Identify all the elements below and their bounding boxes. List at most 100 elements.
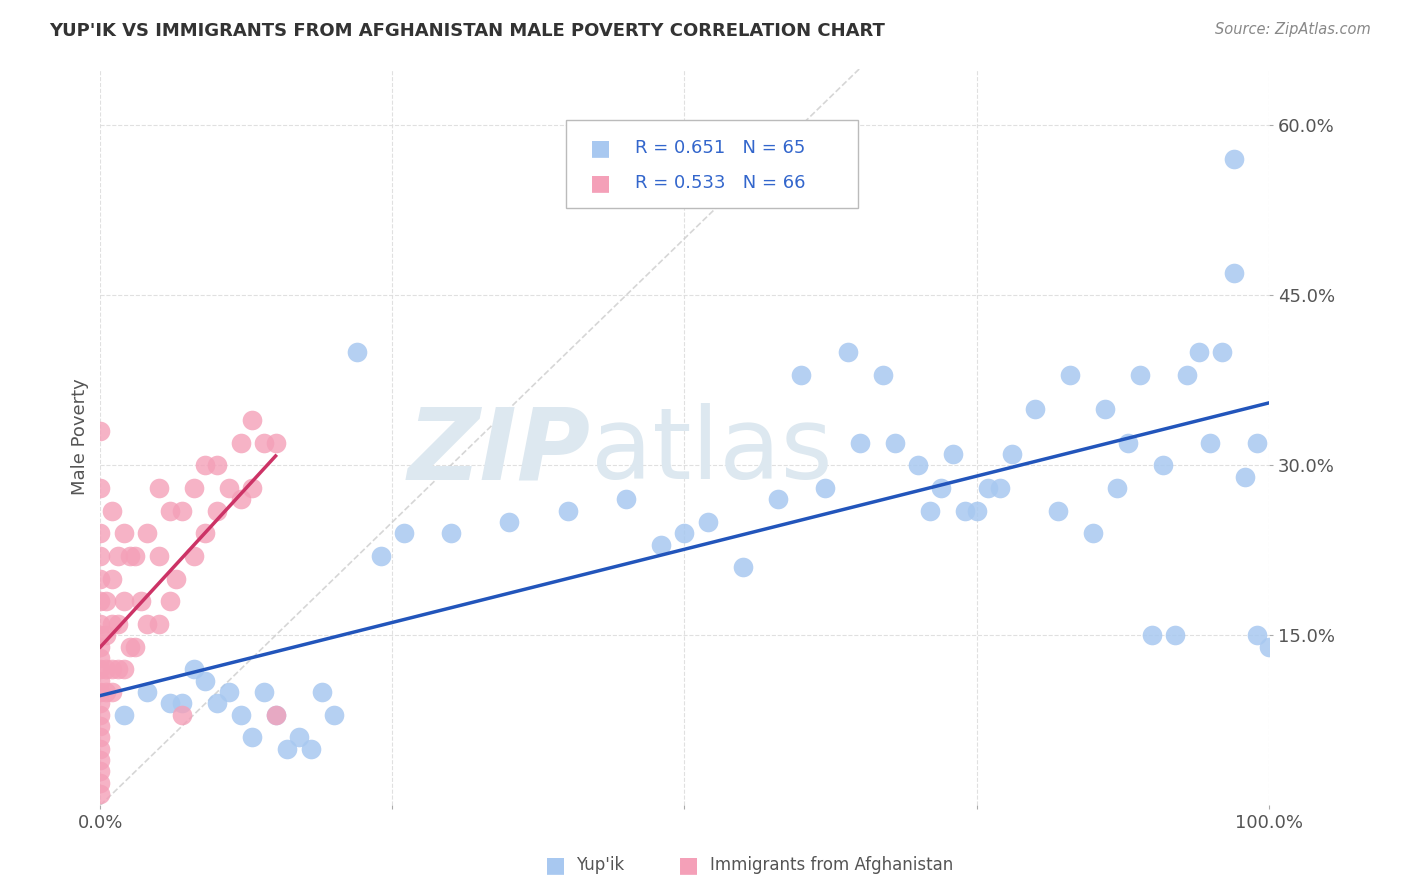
Point (89, 731, 111, 745)
Point (392, 526, 415, 541)
Point (148, 549, 170, 563)
Point (205, 697, 228, 711)
Point (101, 503, 124, 517)
Point (165, 572, 187, 586)
Point (1222, 266, 1244, 280)
Point (1199, 435, 1222, 450)
Point (96, 662, 118, 676)
Point (1257, 640, 1279, 654)
Point (89, 719, 111, 733)
Point (229, 435, 252, 450)
Point (183, 481, 205, 495)
Point (89, 640, 111, 654)
Point (1083, 526, 1105, 541)
Text: ■: ■ (546, 855, 565, 875)
Point (276, 741, 298, 756)
Point (89, 651, 111, 665)
Point (159, 697, 181, 711)
Text: ■: ■ (679, 855, 699, 875)
Point (1118, 435, 1140, 450)
Text: ■: ■ (591, 138, 612, 158)
Point (89, 775, 111, 789)
Point (96, 594, 118, 608)
Point (89, 707, 111, 722)
Point (112, 707, 135, 722)
Point (1246, 628, 1268, 642)
Point (1246, 435, 1268, 450)
Point (1024, 401, 1046, 416)
Point (89, 628, 111, 642)
Text: ZIP: ZIP (408, 403, 591, 500)
Point (872, 368, 894, 382)
Point (790, 368, 813, 382)
Point (118, 640, 141, 654)
Point (1094, 401, 1116, 416)
Point (918, 503, 941, 517)
Point (89, 697, 111, 711)
Point (264, 435, 287, 450)
Point (89, 685, 111, 699)
Point (1105, 481, 1128, 495)
Point (240, 731, 263, 745)
Point (837, 345, 859, 359)
Point (136, 685, 159, 699)
Point (264, 707, 287, 722)
Point (101, 572, 124, 586)
Text: R = 0.533   N = 66: R = 0.533 N = 66 (636, 175, 806, 193)
Point (89, 741, 111, 756)
Point (159, 594, 181, 608)
Point (89, 662, 111, 676)
Point (89, 549, 111, 563)
Point (346, 345, 368, 359)
Point (205, 503, 228, 517)
Point (129, 594, 152, 608)
Point (848, 435, 870, 450)
Point (194, 526, 217, 541)
Point (148, 617, 170, 632)
Point (218, 685, 240, 699)
Point (89, 673, 111, 688)
Point (953, 503, 976, 517)
Point (101, 662, 124, 676)
Point (89, 753, 111, 767)
Point (883, 435, 905, 450)
Point (1000, 447, 1022, 461)
Point (253, 685, 276, 699)
Point (557, 503, 579, 517)
Point (240, 413, 263, 427)
Point (696, 515, 718, 529)
Point (183, 662, 205, 676)
Point (89, 572, 111, 586)
Point (89, 424, 111, 438)
Text: R = 0.651   N = 65: R = 0.651 N = 65 (636, 139, 806, 157)
Text: Yup'ik: Yup'ik (576, 856, 624, 874)
Point (1140, 628, 1163, 642)
Point (766, 492, 789, 507)
Point (1129, 368, 1152, 382)
Point (96, 685, 118, 699)
Point (1175, 368, 1198, 382)
Point (205, 458, 228, 473)
Point (89, 617, 111, 632)
Text: atlas: atlas (591, 403, 832, 500)
Point (942, 447, 965, 461)
Point (440, 526, 463, 541)
Point (1234, 469, 1257, 483)
Point (264, 707, 287, 722)
Point (101, 685, 124, 699)
Point (931, 481, 953, 495)
Point (101, 617, 124, 632)
Point (370, 549, 392, 563)
Point (112, 526, 135, 541)
Point (89, 787, 111, 801)
Point (1222, 152, 1244, 166)
Point (89, 526, 111, 541)
Point (229, 492, 252, 507)
Point (89, 594, 111, 608)
Point (89, 764, 111, 779)
Point (136, 617, 159, 632)
Point (814, 481, 837, 495)
Point (299, 741, 322, 756)
Point (988, 481, 1011, 495)
Point (650, 538, 672, 552)
